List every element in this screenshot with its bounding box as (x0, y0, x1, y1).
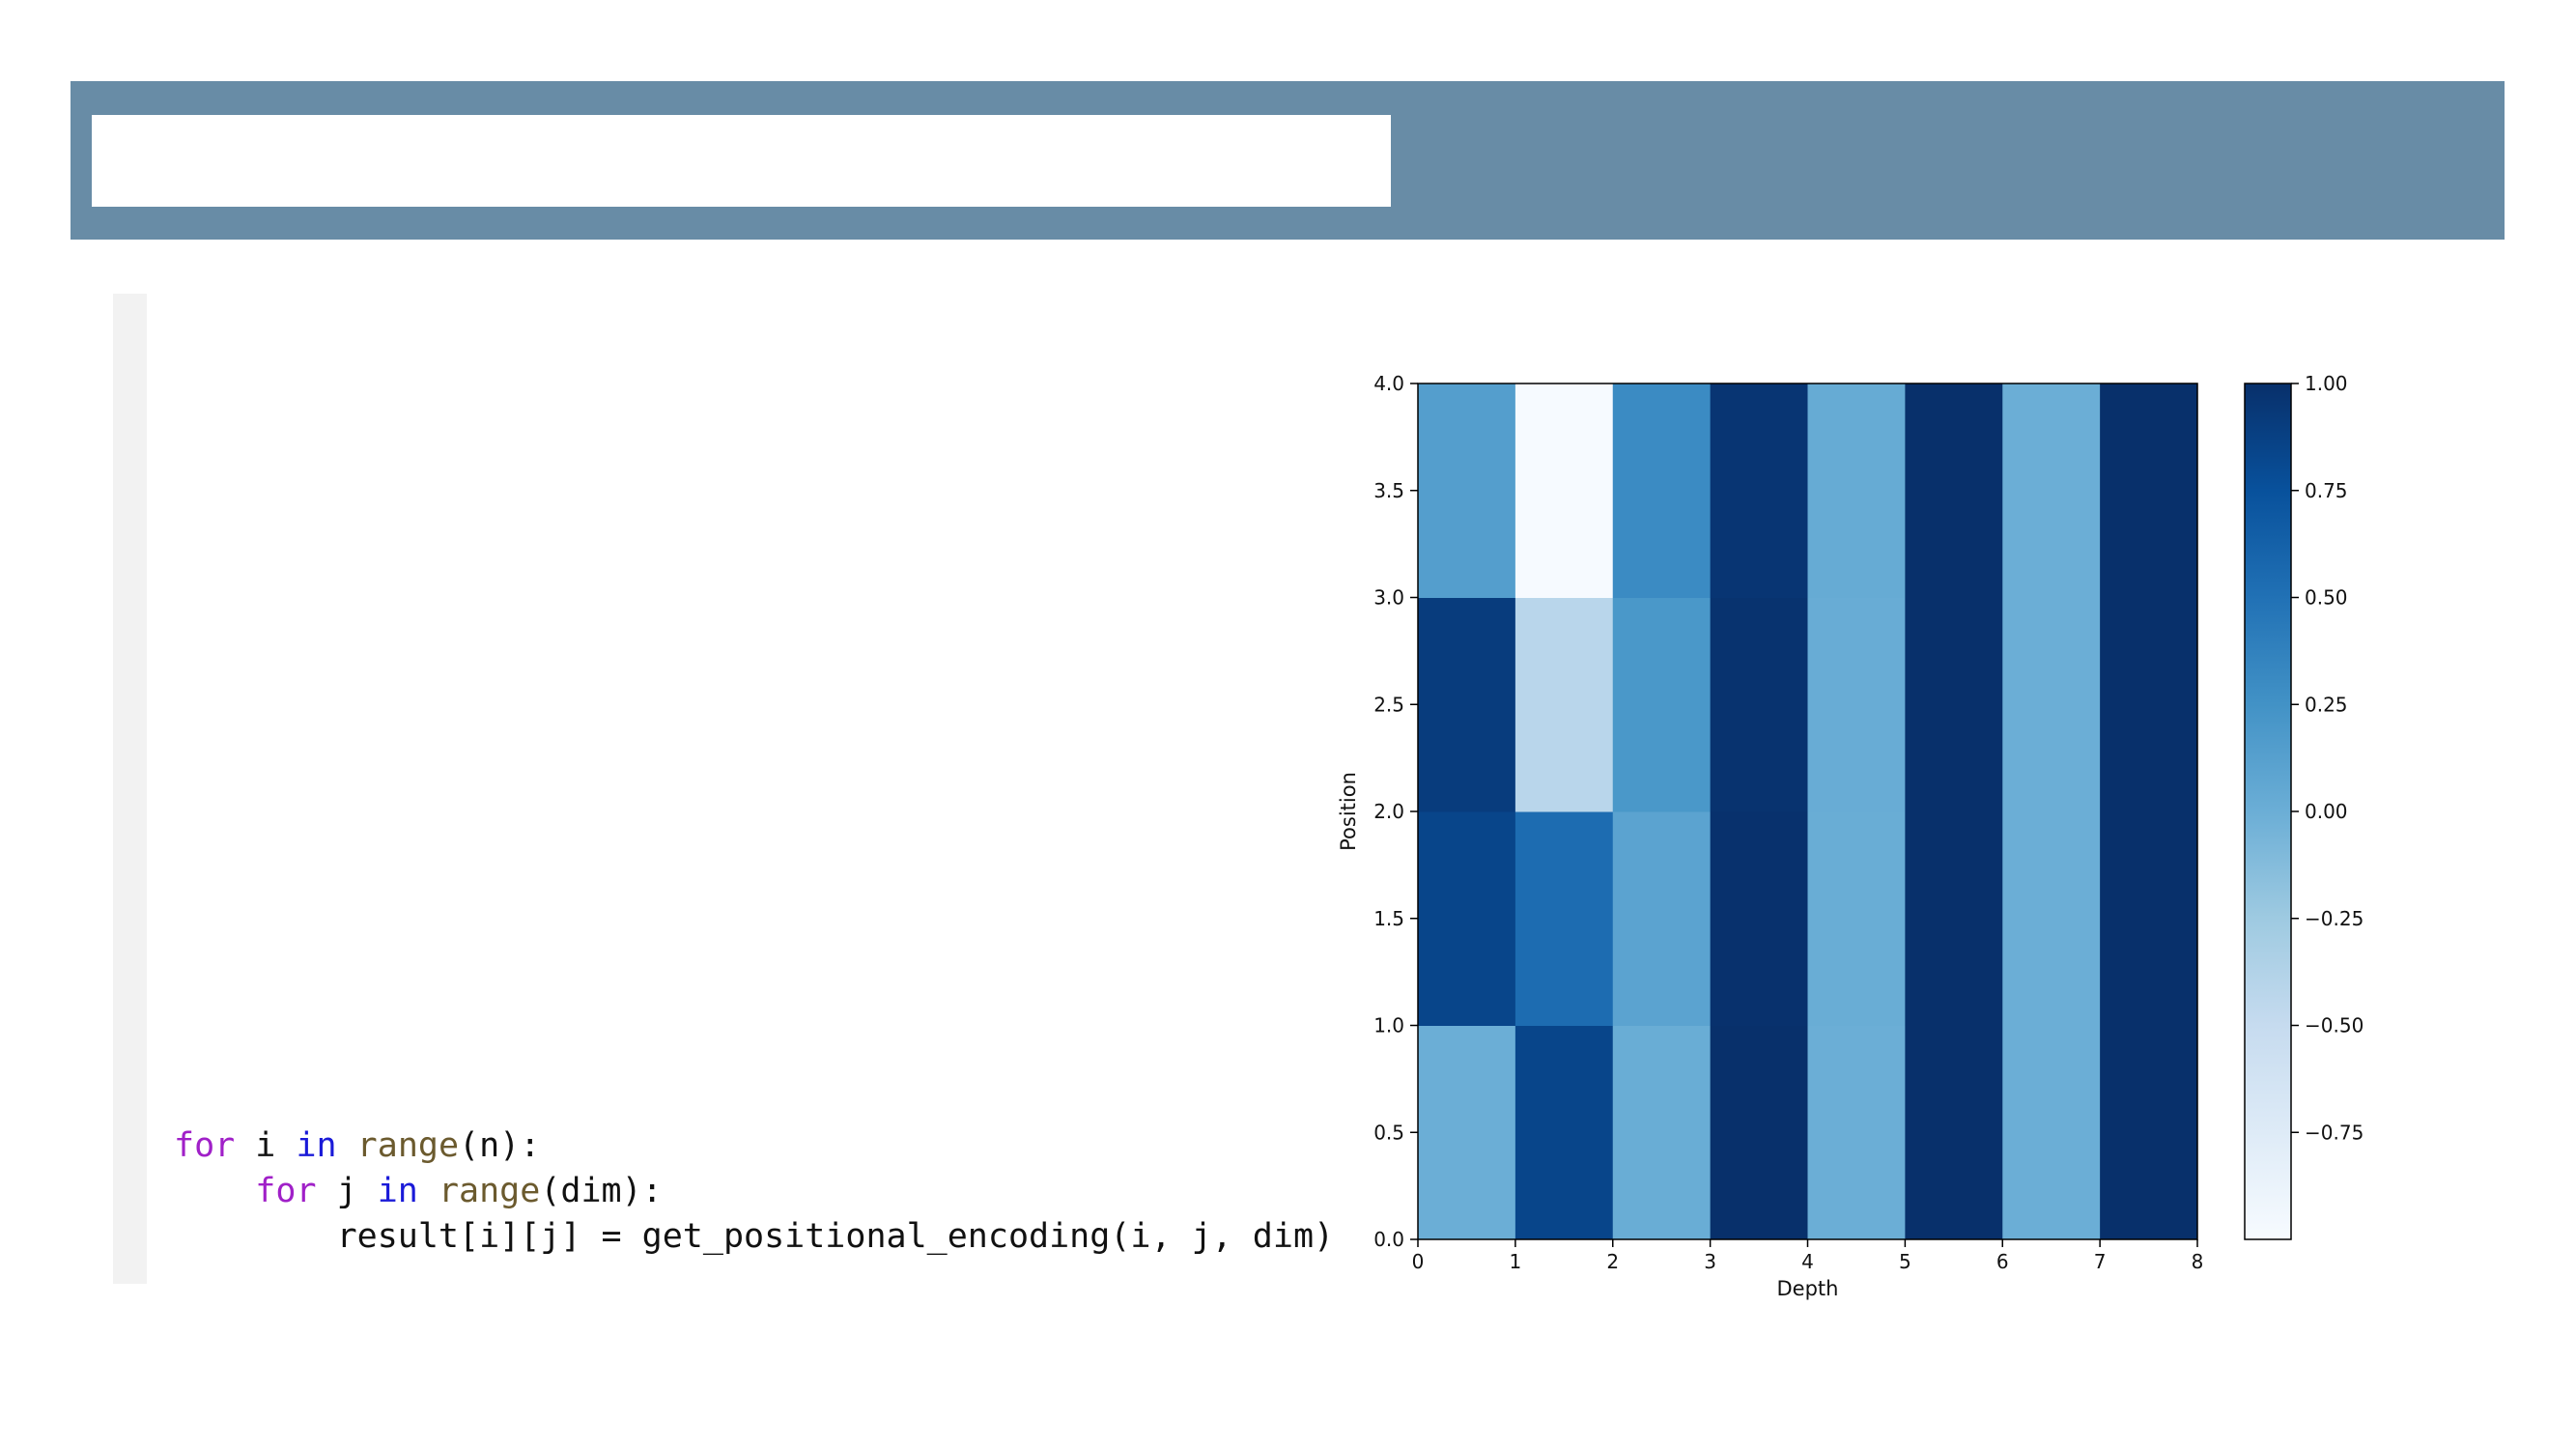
colorbar-tick-label: −0.25 (2305, 907, 2364, 930)
code-builtin: range (438, 1172, 541, 1210)
code-operator: in (377, 1172, 418, 1210)
x-tick-label: 8 (2192, 1250, 2204, 1273)
x-tick-label: 3 (1704, 1250, 1716, 1273)
heatmap-chart: 0 1 2 3 4 5 6 7 8 0.0 0.5 1.0 1.5 2.0 2.5 3.0 3.5 4.0 De… (1337, 372, 2364, 1300)
x-tick-label: 1 (1510, 1250, 1522, 1273)
y-tick-label: 0.5 (1373, 1121, 1404, 1144)
colorbar-tick-label: 1.00 (2305, 372, 2348, 395)
heatmap-cell (1612, 597, 1712, 812)
heatmap-cell (1807, 811, 1906, 1026)
y-tick-label: 0.0 (1373, 1228, 1404, 1251)
code-keyword: for (174, 1126, 236, 1165)
heatmap-cell (1807, 1025, 1906, 1240)
heatmap-cell (2002, 1025, 2101, 1240)
heatmap-cell (2100, 811, 2198, 1026)
code-operator: in (296, 1126, 337, 1165)
heatmap-cell (1514, 597, 1614, 812)
x-tick-label: 7 (2094, 1250, 2107, 1273)
y-tick-label: 4.0 (1373, 372, 1404, 395)
x-tick-label: 4 (1801, 1250, 1814, 1273)
heatmap-cell (1710, 384, 1808, 598)
y-axis-label: Position (1337, 772, 1360, 851)
heatmap-cell (2100, 1025, 2198, 1240)
x-axis-ticks: 0 1 2 3 4 5 6 7 8 (1412, 1239, 2204, 1273)
y-tick-label: 1.5 (1373, 907, 1404, 930)
code-text (337, 1126, 357, 1165)
y-tick-label: 3.0 (1373, 586, 1404, 610)
code-text: (dim): (540, 1172, 663, 1210)
heatmap-cell (1418, 597, 1516, 812)
y-axis-ticks: 0.0 0.5 1.0 1.5 2.0 2.5 3.0 3.5 4.0 (1373, 372, 1418, 1251)
title-box (92, 115, 1391, 207)
colorbar-tick-label: −0.50 (2305, 1014, 2364, 1037)
code-text: result[i][j] = get_positional_encoding(i… (336, 1217, 1335, 1256)
heatmap-cell (1710, 811, 1808, 1026)
colorbar-tick-label: 0.00 (2305, 800, 2348, 823)
code-text: j (316, 1172, 378, 1210)
code-block-bar (113, 294, 147, 1284)
code-text: i (235, 1126, 297, 1165)
colorbar-ticks: 1.00 0.75 0.50 0.25 0.00 −0.25 −0.50 −0.75 (2291, 372, 2364, 1144)
heatmap-cell (1807, 597, 1906, 812)
heatmap-cell (1514, 384, 1614, 598)
heatmap-cell (1612, 384, 1712, 598)
code-indent (174, 1172, 255, 1210)
code-keyword: for (255, 1172, 317, 1210)
x-tick-label: 5 (1899, 1250, 1911, 1273)
x-tick-label: 2 (1606, 1250, 1619, 1273)
y-tick-label: 2.0 (1373, 800, 1404, 823)
heatmap-cell (1514, 811, 1614, 1026)
y-tick-label: 1.0 (1373, 1014, 1404, 1037)
heatmap-cell (1905, 811, 2003, 1026)
colorbar-tick-label: 0.50 (2305, 586, 2348, 610)
heatmap-cell (1905, 1025, 2003, 1240)
heatmap-cell (1710, 597, 1808, 812)
y-tick-label: 3.5 (1373, 479, 1404, 502)
x-tick-label: 0 (1412, 1250, 1425, 1273)
colorbar (2244, 383, 2292, 1240)
code-indent (174, 1217, 337, 1256)
code-text (418, 1172, 439, 1210)
colorbar-tick-label: −0.75 (2305, 1121, 2364, 1144)
heatmap-cell (1905, 384, 2003, 598)
heatmap-cell (2002, 811, 2101, 1026)
y-tick-label: 2.5 (1373, 693, 1404, 716)
heatmap-cell (1418, 811, 1516, 1026)
heatmap-cells (1418, 384, 2198, 1240)
x-tick-label: 6 (1996, 1250, 2009, 1273)
heatmap-cell (1418, 1025, 1516, 1240)
heatmap-cell (1418, 384, 1516, 598)
code-builtin: range (356, 1126, 460, 1165)
heatmap-cell (1807, 384, 1906, 598)
heatmap-cell (2100, 384, 2198, 598)
heatmap-cell (2100, 597, 2198, 812)
heatmap-cell (2002, 384, 2101, 598)
heatmap-cell (2002, 597, 2101, 812)
heatmap-cell (1514, 1025, 1614, 1240)
heatmap-cell (1612, 1025, 1712, 1240)
code-block: for i in range(n): for j in range(dim): … (174, 1123, 1334, 1260)
heatmap-cell (1905, 597, 2003, 812)
code-text: (n): (459, 1126, 541, 1165)
heatmap-cell (1612, 811, 1712, 1026)
colorbar-tick-label: 0.25 (2305, 693, 2348, 716)
x-axis-label: Depth (1777, 1277, 1839, 1300)
heatmap-cell (1710, 1025, 1808, 1240)
colorbar-tick-label: 0.75 (2305, 479, 2348, 502)
